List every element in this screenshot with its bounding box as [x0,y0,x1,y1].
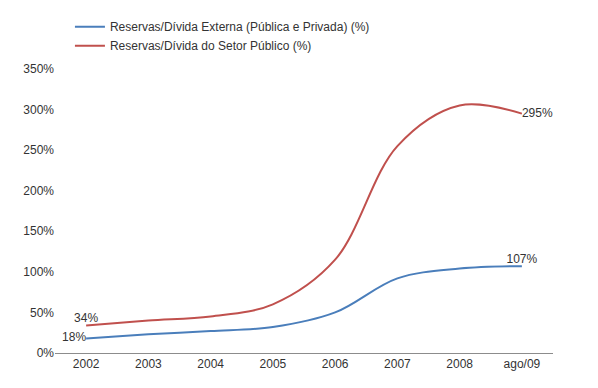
svg-text:350%: 350% [23,62,54,76]
svg-text:200%: 200% [23,184,54,198]
svg-text:2007: 2007 [384,357,411,371]
svg-text:2003: 2003 [135,357,162,371]
svg-text:2004: 2004 [197,357,224,371]
svg-text:50%: 50% [30,306,54,320]
svg-text:18%: 18% [62,330,86,344]
svg-text:0%: 0% [37,346,55,360]
svg-text:2008: 2008 [446,357,473,371]
svg-text:250%: 250% [23,143,54,157]
svg-text:2002: 2002 [73,357,100,371]
svg-text:107%: 107% [507,252,538,266]
svg-text:2006: 2006 [322,357,349,371]
svg-text:ago/09: ago/09 [504,357,541,371]
svg-text:Reservas/Dívida Externa (Públi: Reservas/Dívida Externa (Pública e Priva… [110,20,369,34]
svg-text:150%: 150% [23,224,54,238]
svg-text:34%: 34% [74,311,98,325]
svg-text:2005: 2005 [260,357,287,371]
svg-text:295%: 295% [522,106,553,120]
svg-text:100%: 100% [23,265,54,279]
svg-text:300%: 300% [23,103,54,117]
svg-text:Reservas/Dívida do Setor Públi: Reservas/Dívida do Setor Público (%) [110,39,311,53]
